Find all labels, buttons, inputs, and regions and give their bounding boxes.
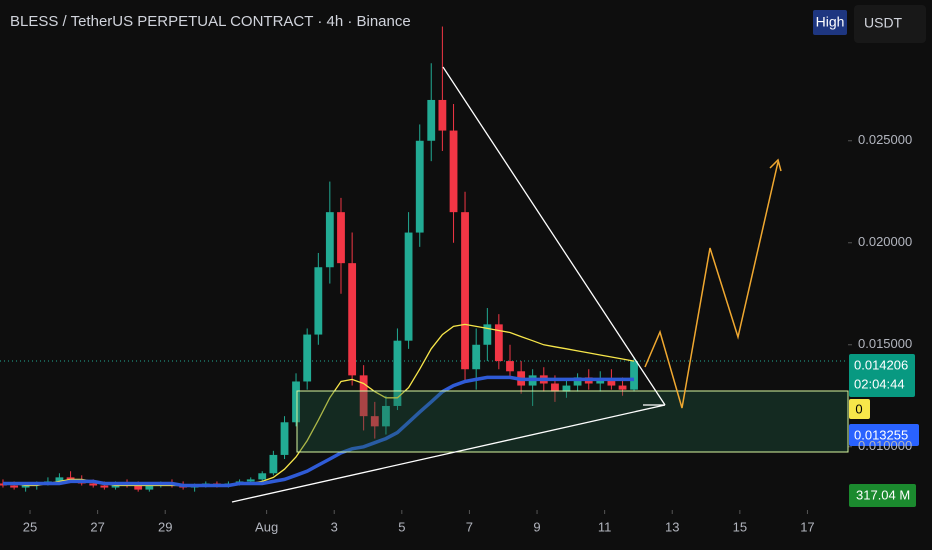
candle-body — [292, 381, 300, 423]
x-tick-label: 3 — [331, 519, 338, 534]
candle-body — [370, 416, 379, 427]
candle-body — [573, 377, 582, 386]
candle-body — [145, 485, 154, 490]
x-tick-label: 17 — [800, 519, 814, 534]
x-tick-label: 25 — [23, 519, 37, 534]
x-tick-label: 9 — [533, 519, 540, 534]
x-tick-label: 13 — [665, 519, 679, 534]
x-tick-label: 7 — [466, 519, 473, 534]
candle-body — [280, 422, 289, 455]
candle-body — [404, 232, 413, 341]
countdown: 02:04:44 — [854, 376, 905, 391]
candle-body — [607, 379, 616, 386]
candle-body — [506, 361, 514, 372]
candle-body — [438, 99, 447, 131]
x-tick-label: 15 — [733, 519, 747, 534]
moving-average — [3, 375, 634, 488]
price-tags: 0.014206 02:04:44 0 0.013255 317.04 M — [849, 354, 919, 507]
plot-area — [0, 26, 852, 514]
y-tick-label: 0.010000 — [858, 438, 912, 453]
x-tick-label: 29 — [158, 519, 172, 534]
candle-body — [100, 485, 109, 488]
candle-body — [382, 405, 390, 427]
candle-body — [472, 344, 481, 370]
candle-body — [258, 473, 267, 480]
candle-body — [348, 263, 357, 376]
candle-body — [461, 212, 469, 370]
candle-body — [325, 212, 334, 268]
ma-tag-label: 0.013255 — [854, 427, 908, 442]
candle-body — [89, 483, 98, 486]
high-button-label[interactable]: High — [816, 14, 845, 30]
candle-body — [246, 479, 255, 482]
y-tick-label: 0.015000 — [858, 336, 912, 351]
candle-body — [630, 361, 638, 390]
x-tick-label: 5 — [398, 519, 405, 534]
last-price-tag — [849, 354, 915, 397]
candle-body — [494, 324, 503, 362]
currency-label[interactable]: USDT — [864, 15, 903, 31]
candle-body — [66, 477, 75, 480]
high-button[interactable] — [813, 10, 847, 35]
candle-body — [393, 340, 402, 406]
volume-tag-label: 317.04 M — [856, 487, 910, 502]
candle-body — [134, 485, 143, 490]
currency-button[interactable] — [854, 5, 926, 43]
alert-tag-label: 0 — [855, 401, 862, 416]
ma-tag — [849, 424, 919, 446]
candle-body — [303, 334, 312, 382]
candle-body — [269, 454, 278, 474]
chart-title: BLESS / TetherUS PERPETUAL CONTRACT · 4h… — [10, 13, 411, 30]
candle-body — [596, 379, 605, 384]
y-tick-label: 0.025000 — [858, 132, 912, 147]
trend-line — [231, 404, 666, 503]
candle-body — [359, 375, 368, 417]
x-tick-label: 27 — [90, 519, 104, 534]
candle-body — [314, 267, 323, 335]
projection-arrow — [769, 158, 782, 172]
projection-path — [644, 161, 779, 409]
candle-body — [337, 212, 345, 264]
candle-body — [10, 485, 19, 488]
last-price-label: 0.014206 — [854, 357, 908, 372]
trend-line — [442, 66, 666, 406]
candle-body — [449, 130, 458, 213]
candle-body — [415, 140, 424, 233]
candle-body — [618, 385, 627, 390]
candle-body — [562, 385, 571, 392]
alert-tag — [849, 399, 870, 419]
candle-body — [551, 383, 559, 392]
volume-tag — [849, 484, 916, 507]
candle-body — [483, 324, 492, 345]
candle-body — [427, 99, 436, 141]
candle-body — [55, 477, 64, 482]
y-tick-label: 0.020000 — [858, 234, 912, 249]
support-zone — [296, 390, 849, 453]
x-tick-label: 11 — [598, 519, 612, 534]
candle-body — [21, 485, 30, 488]
x-tick-label: Aug — [255, 519, 278, 534]
